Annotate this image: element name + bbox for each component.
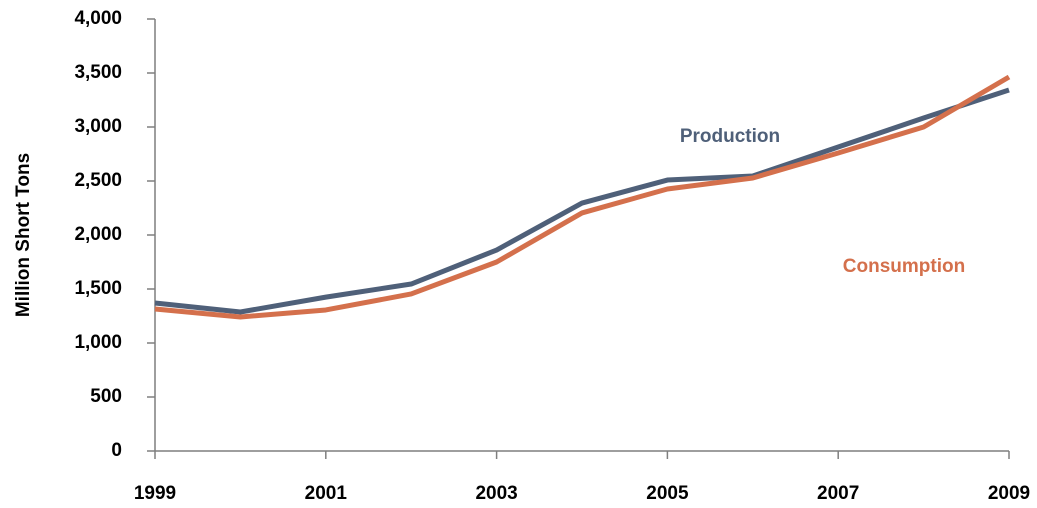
y-tick-label: 2,500 bbox=[74, 170, 122, 191]
y-tick-label: 2,000 bbox=[74, 224, 122, 245]
y-axis-label: Million Short Tons bbox=[13, 153, 34, 317]
series-label: Consumption bbox=[843, 256, 965, 277]
series-line bbox=[154, 87, 1010, 315]
x-tick-label: 2005 bbox=[646, 483, 689, 504]
x-tick-label: 2003 bbox=[475, 483, 517, 504]
x-tick-label: 2007 bbox=[817, 483, 859, 504]
x-tick-label: 1999 bbox=[134, 483, 176, 504]
y-tick-label: 1,000 bbox=[74, 332, 122, 353]
y-tick-label: 1,500 bbox=[74, 278, 122, 299]
y-tick-label: 4,000 bbox=[74, 8, 122, 29]
x-tick-label: 2009 bbox=[988, 483, 1030, 504]
series-label: Production bbox=[680, 126, 780, 147]
y-tick-label: 500 bbox=[90, 386, 122, 407]
y-tick-label: 3,000 bbox=[74, 116, 122, 137]
y-tick-label: 3,500 bbox=[74, 62, 122, 83]
y-tick-label: 0 bbox=[111, 440, 122, 461]
x-tick-label: 2001 bbox=[305, 483, 348, 504]
series-line bbox=[154, 74, 1011, 320]
